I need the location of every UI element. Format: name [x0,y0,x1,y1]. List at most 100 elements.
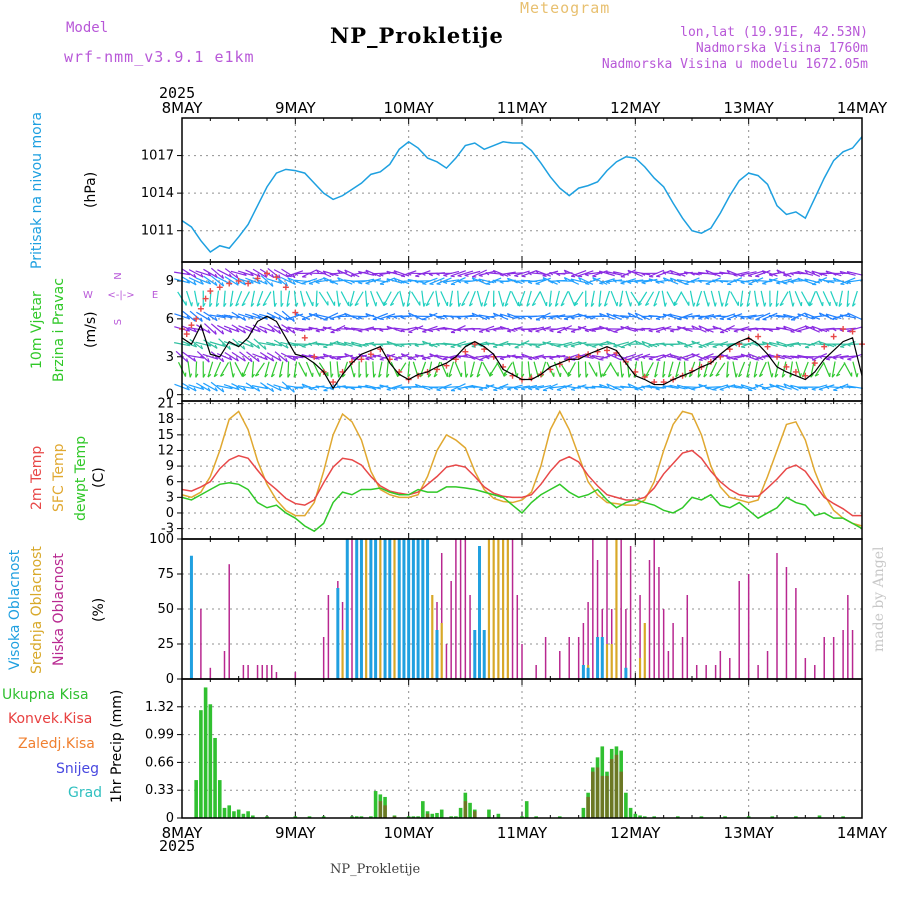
wind-arrow-head [186,315,191,320]
wind-arrow [620,315,637,318]
wind-arrow [548,290,552,307]
wind-arrow-head [207,329,211,334]
wind-arrow-head [393,386,398,390]
panel-frame-temp [181,400,863,540]
wind-arrow [422,312,438,320]
wind-arrow-head [271,328,275,333]
wind-arrow-head [612,314,617,318]
wind-arrow-head [719,344,724,347]
wind-arrow [606,340,622,348]
wind-arrow [224,276,239,286]
wind-arrow [471,269,488,278]
wind-arrow-head [825,270,830,275]
y-tick-label: 21 [157,397,174,412]
wind-arrow-head [506,313,511,318]
wind-arrow-head [457,345,462,348]
wind-arrow-head [782,313,787,318]
wind-arrow-head [746,373,750,378]
precip-legend-1: Konvek.Kisa [8,711,93,727]
wind-arrow-head [585,282,590,285]
wind-arrow [804,269,821,277]
wind-arrow-head [294,272,299,276]
wind-compass: W E <-|-> N S [83,272,158,325]
wind-arrow-head [480,302,484,307]
wind-arrow [393,270,410,277]
wind-arrow-head [804,269,809,274]
wind-arrow-head [577,326,582,330]
precip-bar-convective [378,801,383,818]
precip-bar-total [676,816,680,818]
wind-arrow [776,269,792,278]
wind-arrow-head [193,273,197,278]
precip-bar-convective [472,811,477,818]
wind-arrow-head [818,272,823,276]
wind-arrow-head [676,279,681,283]
wind-arrow [485,272,502,275]
wind-arrow [219,362,230,377]
wind-arrow-head [818,341,823,345]
wind-arrow-head [506,354,511,359]
wind-arrow [457,355,474,359]
wind-arrow-head [485,316,490,320]
page-title: NP_Prokletije [330,23,504,48]
wind-arrow [237,278,254,284]
wind-arrow-head [221,357,225,363]
wind-arrow-head [207,272,212,277]
y-tick-label: 0 [166,811,174,826]
wind-arrow-head [599,313,603,317]
wind-arrow-head [655,343,660,347]
wind-arrow [811,325,828,333]
wind-arrow-head [740,302,744,307]
wind-arrow [691,340,707,348]
wind-arrow-head [747,353,752,358]
wind-arrow-head [358,282,363,285]
wind-arrow-head [556,273,561,277]
wind-arrow-head [578,277,582,282]
wind-arrow-head [336,357,342,361]
wind-arrow [570,278,587,284]
time-label-top: 8MAY [162,99,204,117]
wind-arrow-head [602,373,607,377]
wind-arrow [188,354,205,359]
y-tick-label: 9 [166,274,174,289]
wind-arrow [351,341,367,347]
wind-arrow-head [294,327,299,331]
wind-arrow-head [804,386,809,390]
wind-arrow [613,341,630,347]
wind-arrow [266,383,282,392]
wind-arrow [740,353,757,361]
wind-arrow-head [740,281,745,285]
wind-arrow-head [287,326,291,331]
wind-arrow [528,279,545,283]
wind-arrow-head [262,302,267,307]
wind-arrow [237,313,254,320]
wind-arrow-head [789,355,794,359]
wind-arrow-head [571,275,576,278]
wind-arrow [464,270,481,276]
wind-arrow-head [606,312,610,317]
wind-arrow-head [414,280,419,284]
wind-arrow [389,291,400,306]
wind-arrow-head [279,373,283,378]
precip-bar-total [307,816,312,818]
wind-arrow [698,325,714,333]
precip-bar-convective [586,796,590,818]
wind-arrow-head [292,317,295,322]
wind-arrow-head [379,384,383,389]
wind-arrow [599,383,615,391]
wind-arrow-head [775,314,780,319]
wind-arrow [755,312,771,321]
wind-arrow [644,291,655,306]
wind-arrow-head [190,302,193,307]
wind-arrow-head [513,327,518,332]
precip-bar-total [321,816,326,818]
wind-arrow [186,290,193,307]
wind-arrow-head [292,280,296,285]
wind-arrow [839,355,856,359]
wind-arrow-head [846,302,850,307]
wind-arrow [364,290,368,307]
wind-arrow-head [814,373,819,377]
wind-arrow-head [193,328,197,333]
wind-arrow-head [373,373,376,378]
precip-bar-total [354,816,359,818]
